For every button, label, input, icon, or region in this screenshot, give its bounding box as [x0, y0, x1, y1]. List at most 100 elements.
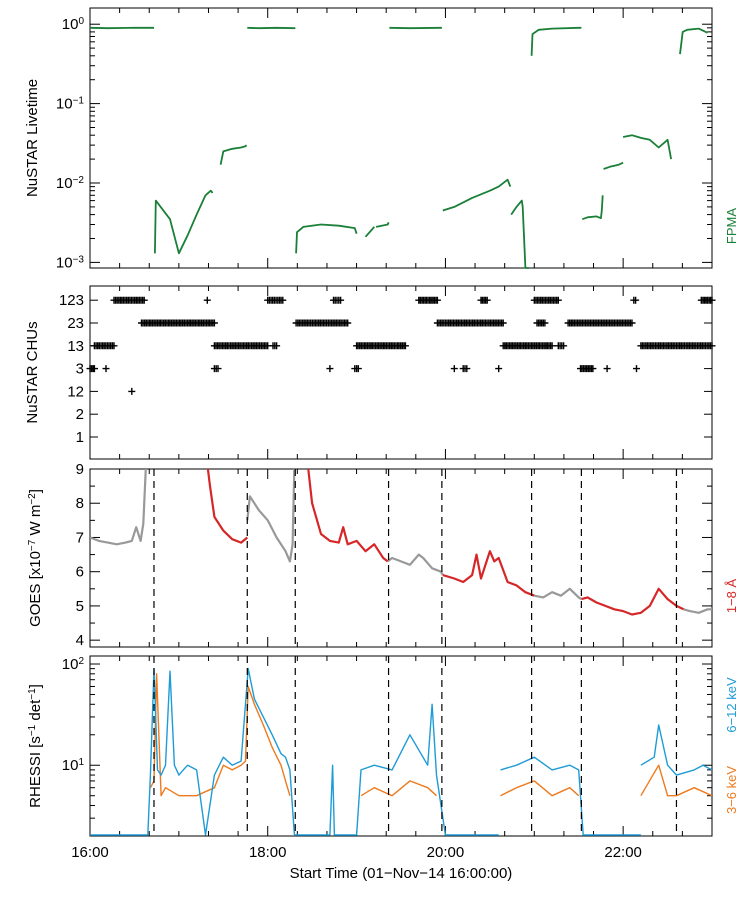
- series-line-fpma: [375, 221, 390, 228]
- chu-marker-3: [577, 365, 597, 373]
- chu-marker-3: [351, 365, 362, 373]
- tick-exp: −1: [73, 95, 85, 106]
- panel-goes: 4 5 6 7 8 9 GOES [x10−7 W m−2] 1−8 Å: [27, 461, 740, 649]
- chus-ytick-label: 13: [67, 338, 84, 355]
- chu-marker-123: [264, 296, 287, 304]
- chu-marker-23: [292, 319, 352, 327]
- chu-marker-3: [459, 365, 471, 373]
- goes-ytick-label: 9: [76, 461, 84, 478]
- series-line-1-8-: [307, 469, 389, 563]
- chus-ytick-label: 2: [76, 406, 84, 423]
- goes-ytick-label: 5: [76, 598, 84, 615]
- series-line-1-8-: [442, 550, 535, 597]
- series-line-fpma: [581, 195, 604, 221]
- livetime-ytick-label: 10−2: [56, 174, 85, 192]
- y-axis-label-part: det: [27, 699, 44, 725]
- series-line-3-6-kev: [500, 780, 580, 797]
- series-line-1-8-: [206, 469, 248, 544]
- livetime-ytick-label: 10−3: [56, 254, 85, 272]
- y-axis-label-exp: −7: [27, 539, 38, 551]
- chu-marker-13: [269, 342, 281, 350]
- y-axis-label-part: RHESSI [s: [27, 736, 44, 808]
- chus-ytick-label: 3: [76, 361, 84, 378]
- rhessi-ytick-label: 101: [62, 757, 85, 775]
- chus-ytick-label: 123: [59, 292, 84, 309]
- chu-marker-23: [564, 319, 636, 327]
- chu-marker-13: [499, 342, 556, 350]
- chu-marker-13: [637, 342, 716, 350]
- y-axis-label-exp: −1: [27, 688, 38, 700]
- goes-ytick-label: 7: [76, 529, 84, 546]
- x-tick-label: 20:00: [427, 844, 465, 861]
- chu-marker-123: [203, 296, 211, 304]
- series-line-3-6-kev: [360, 780, 437, 797]
- goes-ytick-label: 8: [76, 495, 84, 512]
- goes-ytick-label: 6: [76, 564, 84, 581]
- chu-marker-123: [697, 296, 716, 304]
- series-line-fpma: [219, 144, 248, 165]
- series-line-fpma: [510, 199, 529, 269]
- chu-marker-3: [495, 365, 503, 373]
- tick-base: 10: [62, 656, 79, 673]
- y-axis-label-exp: −1: [27, 724, 38, 736]
- goes-frame: [89, 468, 713, 648]
- chu-marker-123: [477, 296, 491, 304]
- chu-marker-23: [533, 319, 549, 327]
- chu-marker-3: [102, 365, 110, 373]
- tick-base: 10: [56, 254, 73, 271]
- series-line-fpma: [154, 189, 214, 255]
- chu-marker-123: [110, 296, 148, 304]
- y-axis-label-exp: −2: [27, 493, 38, 505]
- chu-marker-123: [630, 296, 640, 304]
- chus-frame: [89, 285, 713, 460]
- chu-marker-3: [326, 365, 334, 373]
- series-line-grey: [90, 469, 147, 546]
- chu-marker-3: [603, 365, 611, 373]
- tick-exp: −2: [73, 174, 85, 185]
- series-line-6-12-kev: [90, 667, 296, 836]
- x-tick-label: 22:00: [604, 844, 642, 861]
- goes-plot-area: [90, 469, 712, 616]
- chu-marker-3: [450, 365, 458, 373]
- series-line-fpma: [679, 27, 708, 55]
- chus-ytick-label: 12: [67, 383, 84, 400]
- x-axis: 16:00 18:00 20:00 22:00 Start Time (01−Nov−1…: [71, 844, 642, 882]
- x-tick-label: 16:00: [71, 844, 109, 861]
- series-line-fpma: [603, 161, 624, 170]
- chu-marker-123: [530, 296, 562, 304]
- chus-ytick-label: 23: [67, 315, 84, 332]
- livetime-ytick-label: 10−1: [56, 95, 85, 113]
- tick-exp: 1: [78, 757, 84, 768]
- chu-marker-13: [353, 342, 409, 350]
- chus-ytick-label: 1: [76, 429, 84, 446]
- series-line-grey: [534, 587, 582, 601]
- series-line-fpma: [442, 178, 512, 212]
- series-line-grey: [246, 469, 296, 563]
- legend-6-12kev: 6−12 keV: [724, 677, 739, 733]
- legend-3-6kev: 3−6 keV: [724, 766, 739, 814]
- series-line-1-8-: [581, 587, 685, 616]
- tick-base: 10: [62, 757, 79, 774]
- chu-marker-13: [210, 342, 272, 350]
- rhessi-plot-area: [90, 667, 712, 836]
- chu-marker-123: [330, 296, 345, 304]
- legend-fpma: FPMA: [724, 208, 739, 244]
- tick-exp: 0: [78, 16, 84, 27]
- series-line-6-12-kev: [294, 703, 499, 836]
- series-line-fpma: [364, 226, 375, 238]
- rhessi-ytick-label: 102: [62, 656, 85, 674]
- tick-base: 10: [56, 96, 73, 113]
- series-line-fpma: [622, 134, 672, 160]
- series-line-3-6-kev: [149, 673, 291, 797]
- chu-marker-123: [415, 296, 441, 304]
- y-axis-label-part: GOES [x10: [27, 551, 44, 627]
- chu-marker-13: [90, 342, 118, 350]
- rhessi-frame: [89, 655, 713, 837]
- livetime-frame: [89, 7, 713, 269]
- chu-marker-13: [554, 342, 568, 350]
- tick-exp: 2: [78, 656, 84, 667]
- chu-marker-3: [86, 365, 98, 373]
- series-line-grey: [683, 608, 712, 614]
